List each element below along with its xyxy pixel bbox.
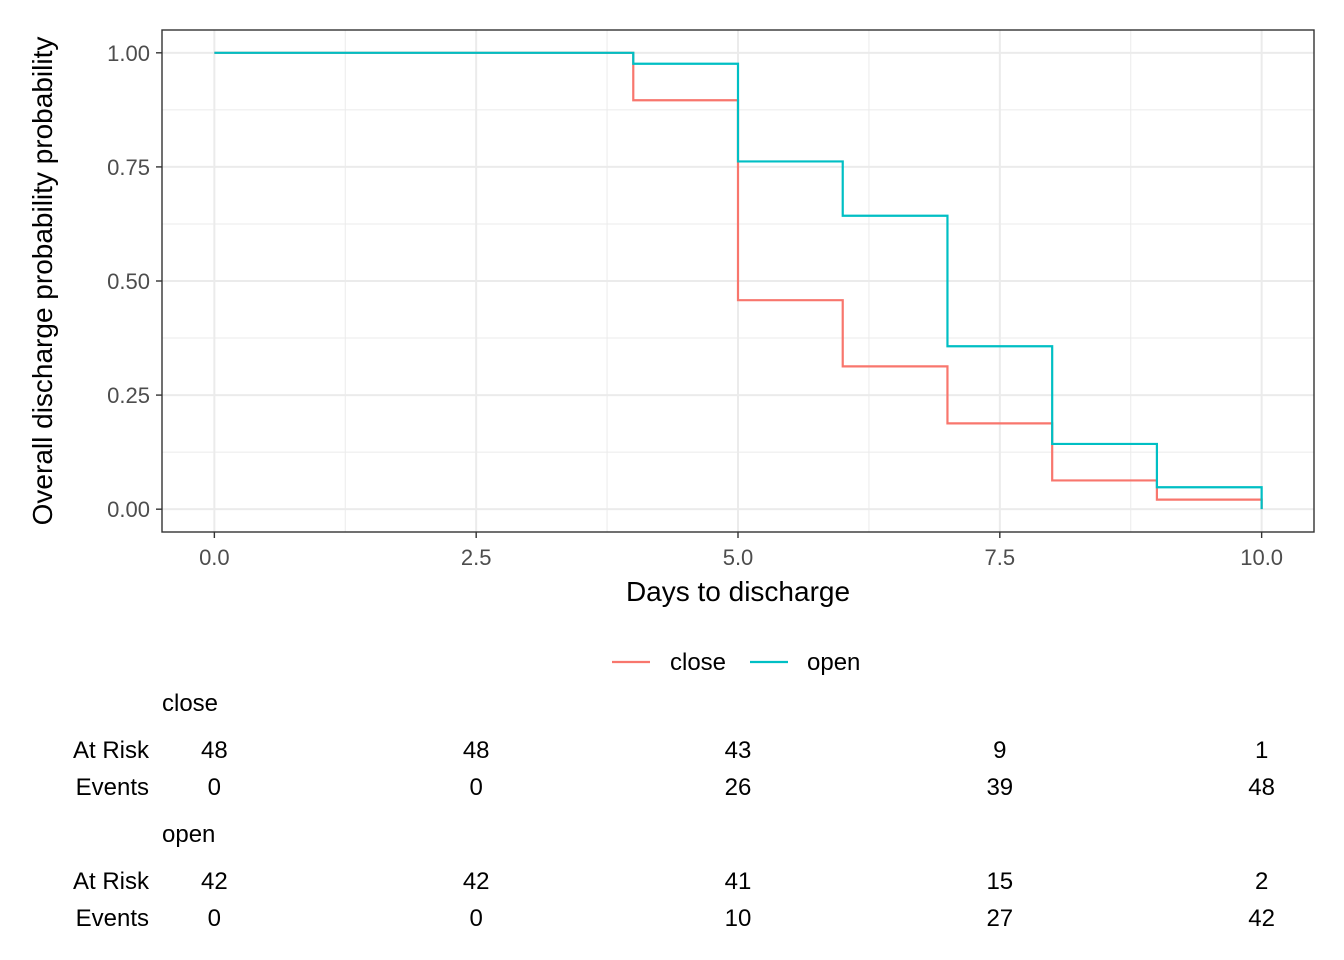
x-tick-label: 0.0 — [199, 545, 230, 570]
x-tick-label: 7.5 — [985, 545, 1016, 570]
risk-cell: 0 — [470, 774, 483, 801]
risk-cell: 10 — [725, 905, 752, 932]
risk-cell: 42 — [201, 868, 228, 895]
risk-cell: 43 — [725, 737, 752, 764]
risk-group-title: open — [162, 821, 215, 848]
risk-cell: 15 — [986, 868, 1013, 895]
legend: close open — [612, 649, 860, 676]
risk-row-label: At Risk — [73, 737, 150, 764]
y-tick-label: 0.00 — [107, 497, 150, 522]
x-tick-label: 5.0 — [723, 545, 754, 570]
risk-cell: 27 — [986, 905, 1013, 932]
risk-cell: 0 — [208, 905, 221, 932]
series-lines — [214, 51, 1263, 510]
risk-cell: 42 — [463, 868, 490, 895]
y-tick-label: 0.25 — [107, 383, 150, 408]
x-axis-title: Days to discharge — [626, 576, 850, 607]
risk-cell: 0 — [208, 774, 221, 801]
axis-ticks — [156, 52, 1263, 538]
risk-cell: 0 — [470, 905, 483, 932]
risk-cell: 48 — [463, 737, 490, 764]
risk-cell: 9 — [993, 737, 1006, 764]
tick-labels: 0.0 2.5 5.0 7.5 10.0 0.00 0.25 0.50 0.75 1.00 — [107, 41, 1283, 570]
legend-label-open: open — [807, 649, 860, 676]
y-tick-label: 0.50 — [107, 269, 150, 294]
x-tick-label: 2.5 — [461, 545, 492, 570]
y-tick-label: 0.75 — [107, 155, 150, 180]
risk-row-label: At Risk — [73, 868, 150, 895]
series-line-open — [214, 51, 1263, 510]
risk-cell: 39 — [986, 774, 1013, 801]
risk-cell: 42 — [1248, 905, 1275, 932]
risk-cell: 48 — [1248, 774, 1275, 801]
series-line-close — [214, 51, 1263, 510]
risk-group-title: close — [162, 690, 218, 717]
risk-row-label: Events — [76, 905, 149, 932]
risk-row-label: Events — [76, 774, 149, 801]
x-tick-label: 10.0 — [1240, 545, 1283, 570]
risk-table: close At Risk 48 48 43 9 1 Events 0 0 26 39 48 open At… — [73, 690, 1275, 932]
risk-cell: 2 — [1255, 868, 1268, 895]
risk-cell: 26 — [725, 774, 752, 801]
risk-cell: 48 — [201, 737, 228, 764]
y-axis-title: Overall discharge probability probabilit… — [27, 37, 58, 526]
risk-cell: 1 — [1255, 737, 1268, 764]
legend-label-close: close — [670, 649, 726, 676]
risk-cell: 41 — [725, 868, 752, 895]
y-tick-label: 1.00 — [107, 41, 150, 66]
